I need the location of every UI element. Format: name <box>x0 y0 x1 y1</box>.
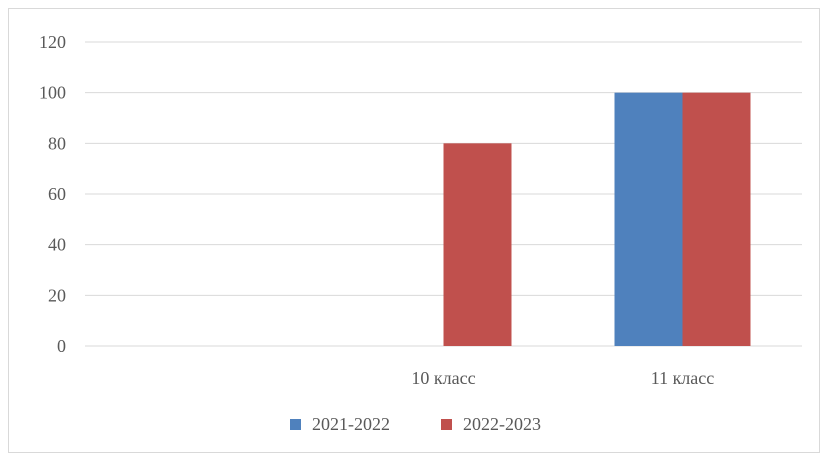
y-tick-label: 60 <box>48 184 66 204</box>
legend-label: 2021-2022 <box>312 414 390 434</box>
y-tick-label: 40 <box>48 235 66 255</box>
y-tick-label: 120 <box>39 32 66 52</box>
legend-label: 2022-2023 <box>463 414 541 434</box>
bars <box>443 92 751 347</box>
bar-2021-2022 <box>614 92 683 347</box>
y-tick-label: 0 <box>57 336 66 356</box>
legend-swatch <box>290 419 301 430</box>
x-category-label: 11 класс <box>651 368 715 388</box>
x-category-label: 10 класс <box>411 368 475 388</box>
legend: 2021-2022 2022-2023 <box>290 414 541 434</box>
y-axis-tick-labels: 0 20 40 60 80 100 120 <box>39 32 66 356</box>
y-tick-label: 20 <box>48 285 66 305</box>
y-tick-label: 100 <box>39 83 66 103</box>
legend-swatch <box>441 419 452 430</box>
bar-2022-2023 <box>682 92 751 347</box>
x-axis-category-labels: 10 класс 11 класс <box>411 368 714 388</box>
y-tick-label: 80 <box>48 133 66 153</box>
bar-2022-2023 <box>443 143 512 346</box>
